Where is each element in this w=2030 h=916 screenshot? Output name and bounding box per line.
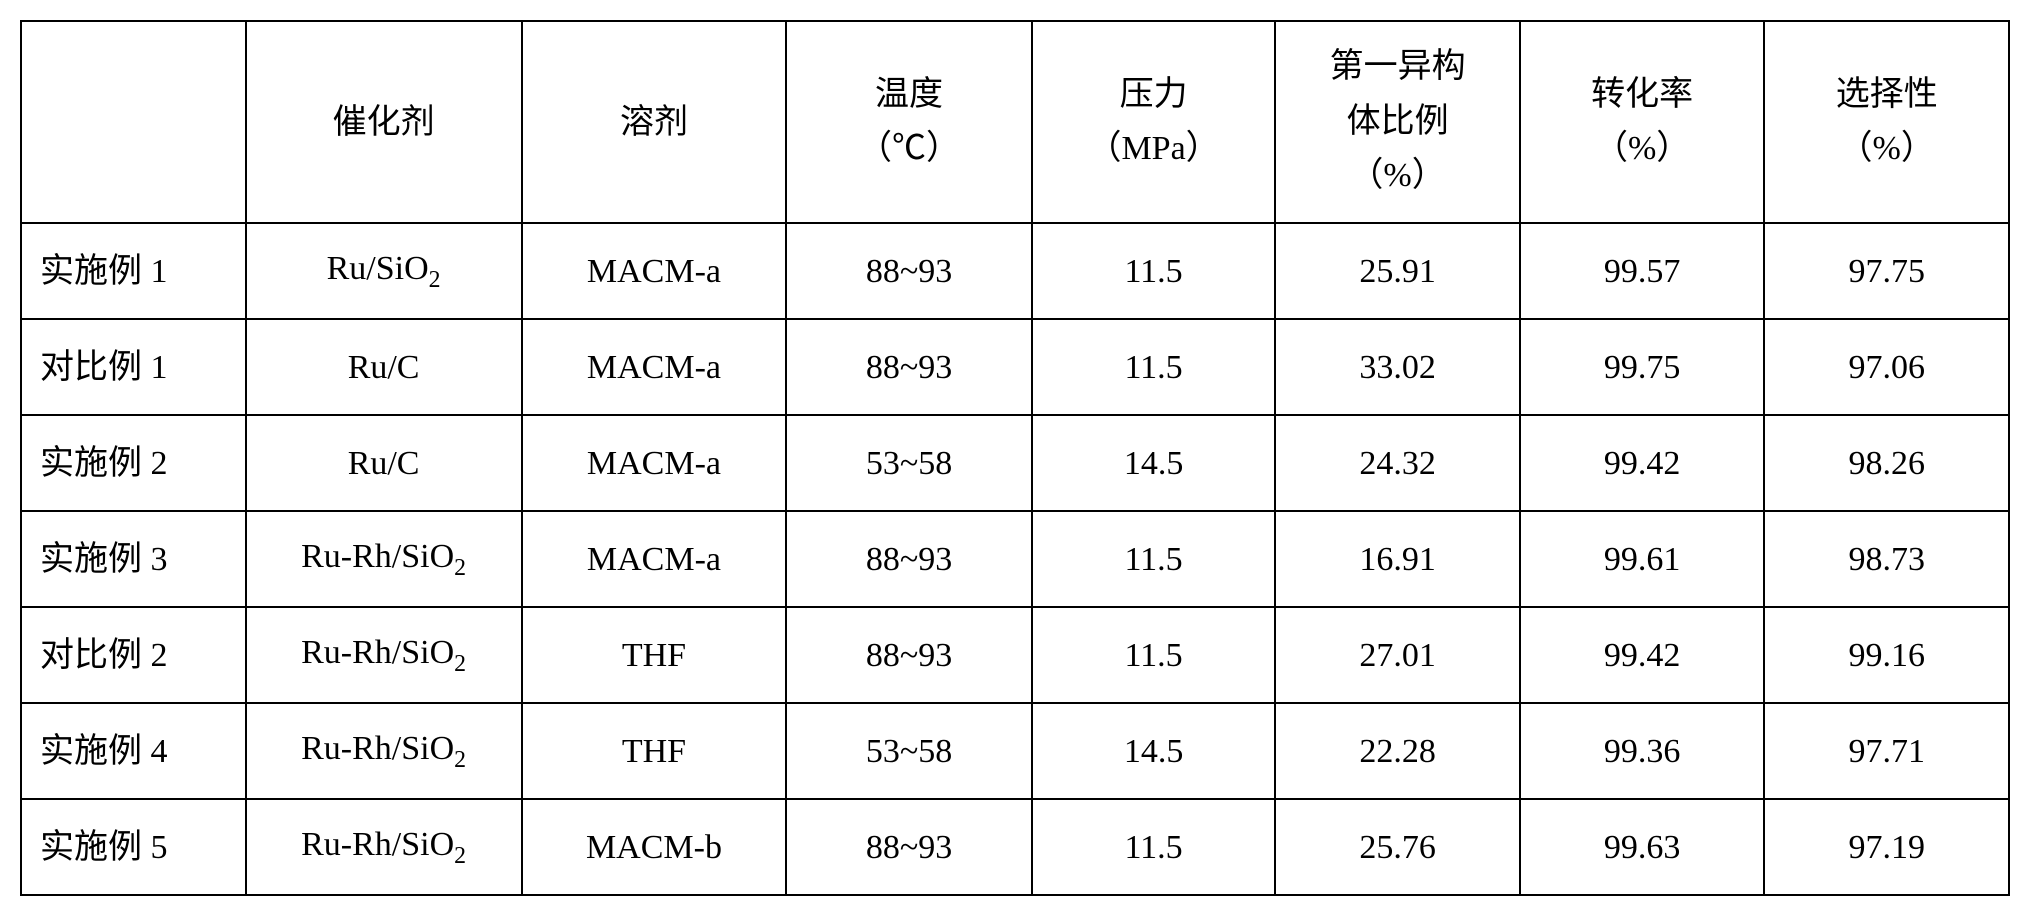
cell-pressure: 14.5 — [1032, 415, 1275, 511]
cell-temperature: 88~93 — [786, 319, 1032, 415]
cell-selectivity: 98.26 — [1764, 415, 2009, 511]
row-label: 实施例 4 — [21, 703, 246, 799]
cell-conversion: 99.61 — [1520, 511, 1765, 607]
cell-solvent: THF — [522, 703, 787, 799]
table-row: 实施例 1Ru/SiO2MACM-a88~9311.525.9199.5797.… — [21, 223, 2009, 319]
column-header-6: 转化率（%） — [1520, 21, 1765, 223]
cell-selectivity: 97.75 — [1764, 223, 2009, 319]
cell-conversion: 99.63 — [1520, 799, 1765, 895]
cell-selectivity: 97.71 — [1764, 703, 2009, 799]
row-label: 对比例 2 — [21, 607, 246, 703]
cell-conversion: 99.42 — [1520, 415, 1765, 511]
cell-pressure: 11.5 — [1032, 799, 1275, 895]
cell-isomer-ratio: 16.91 — [1275, 511, 1520, 607]
row-label: 实施例 3 — [21, 511, 246, 607]
cell-temperature: 53~58 — [786, 703, 1032, 799]
cell-catalyst: Ru/C — [246, 319, 522, 415]
table-body: 实施例 1Ru/SiO2MACM-a88~9311.525.9199.5797.… — [21, 223, 2009, 895]
cell-catalyst: Ru-Rh/SiO2 — [246, 799, 522, 895]
cell-catalyst: Ru-Rh/SiO2 — [246, 511, 522, 607]
header-row: 催化剂溶剂温度（℃）压力（MPa）第一异构体比例（%）转化率（%）选择性（%） — [21, 21, 2009, 223]
cell-selectivity: 97.06 — [1764, 319, 2009, 415]
cell-selectivity: 97.19 — [1764, 799, 2009, 895]
cell-solvent: MACM-b — [522, 799, 787, 895]
cell-temperature: 88~93 — [786, 799, 1032, 895]
cell-isomer-ratio: 24.32 — [1275, 415, 1520, 511]
cell-pressure: 11.5 — [1032, 607, 1275, 703]
cell-catalyst: Ru/C — [246, 415, 522, 511]
row-label: 对比例 1 — [21, 319, 246, 415]
cell-temperature: 53~58 — [786, 415, 1032, 511]
cell-conversion: 99.75 — [1520, 319, 1765, 415]
experiment-results-table: 催化剂溶剂温度（℃）压力（MPa）第一异构体比例（%）转化率（%）选择性（%） … — [20, 20, 2010, 896]
column-header-5: 第一异构体比例（%） — [1275, 21, 1520, 223]
cell-pressure: 11.5 — [1032, 223, 1275, 319]
cell-pressure: 11.5 — [1032, 511, 1275, 607]
cell-isomer-ratio: 25.76 — [1275, 799, 1520, 895]
cell-conversion: 99.57 — [1520, 223, 1765, 319]
cell-isomer-ratio: 27.01 — [1275, 607, 1520, 703]
column-header-2: 溶剂 — [522, 21, 787, 223]
cell-solvent: MACM-a — [522, 223, 787, 319]
row-label: 实施例 2 — [21, 415, 246, 511]
cell-catalyst: Ru-Rh/SiO2 — [246, 703, 522, 799]
table-row: 实施例 4Ru-Rh/SiO2THF53~5814.522.2899.3697.… — [21, 703, 2009, 799]
cell-solvent: MACM-a — [522, 415, 787, 511]
column-header-3: 温度（℃） — [786, 21, 1032, 223]
table-row: 对比例 1Ru/CMACM-a88~9311.533.0299.7597.06 — [21, 319, 2009, 415]
cell-solvent: MACM-a — [522, 511, 787, 607]
table-row: 对比例 2Ru-Rh/SiO2THF88~9311.527.0199.4299.… — [21, 607, 2009, 703]
cell-isomer-ratio: 33.02 — [1275, 319, 1520, 415]
row-label: 实施例 5 — [21, 799, 246, 895]
table-row: 实施例 5Ru-Rh/SiO2MACM-b88~9311.525.7699.63… — [21, 799, 2009, 895]
cell-conversion: 99.36 — [1520, 703, 1765, 799]
column-header-7: 选择性（%） — [1764, 21, 2009, 223]
cell-solvent: MACM-a — [522, 319, 787, 415]
cell-conversion: 99.42 — [1520, 607, 1765, 703]
column-header-1: 催化剂 — [246, 21, 522, 223]
cell-temperature: 88~93 — [786, 607, 1032, 703]
cell-pressure: 11.5 — [1032, 319, 1275, 415]
cell-temperature: 88~93 — [786, 511, 1032, 607]
column-header-4: 压力（MPa） — [1032, 21, 1275, 223]
cell-catalyst: Ru-Rh/SiO2 — [246, 607, 522, 703]
cell-solvent: THF — [522, 607, 787, 703]
cell-temperature: 88~93 — [786, 223, 1032, 319]
table-row: 实施例 3Ru-Rh/SiO2MACM-a88~9311.516.9199.61… — [21, 511, 2009, 607]
row-label: 实施例 1 — [21, 223, 246, 319]
cell-selectivity: 98.73 — [1764, 511, 2009, 607]
table-row: 实施例 2Ru/CMACM-a53~5814.524.3299.4298.26 — [21, 415, 2009, 511]
column-header-0 — [21, 21, 246, 223]
cell-selectivity: 99.16 — [1764, 607, 2009, 703]
cell-isomer-ratio: 22.28 — [1275, 703, 1520, 799]
cell-pressure: 14.5 — [1032, 703, 1275, 799]
cell-catalyst: Ru/SiO2 — [246, 223, 522, 319]
table-head: 催化剂溶剂温度（℃）压力（MPa）第一异构体比例（%）转化率（%）选择性（%） — [21, 21, 2009, 223]
cell-isomer-ratio: 25.91 — [1275, 223, 1520, 319]
